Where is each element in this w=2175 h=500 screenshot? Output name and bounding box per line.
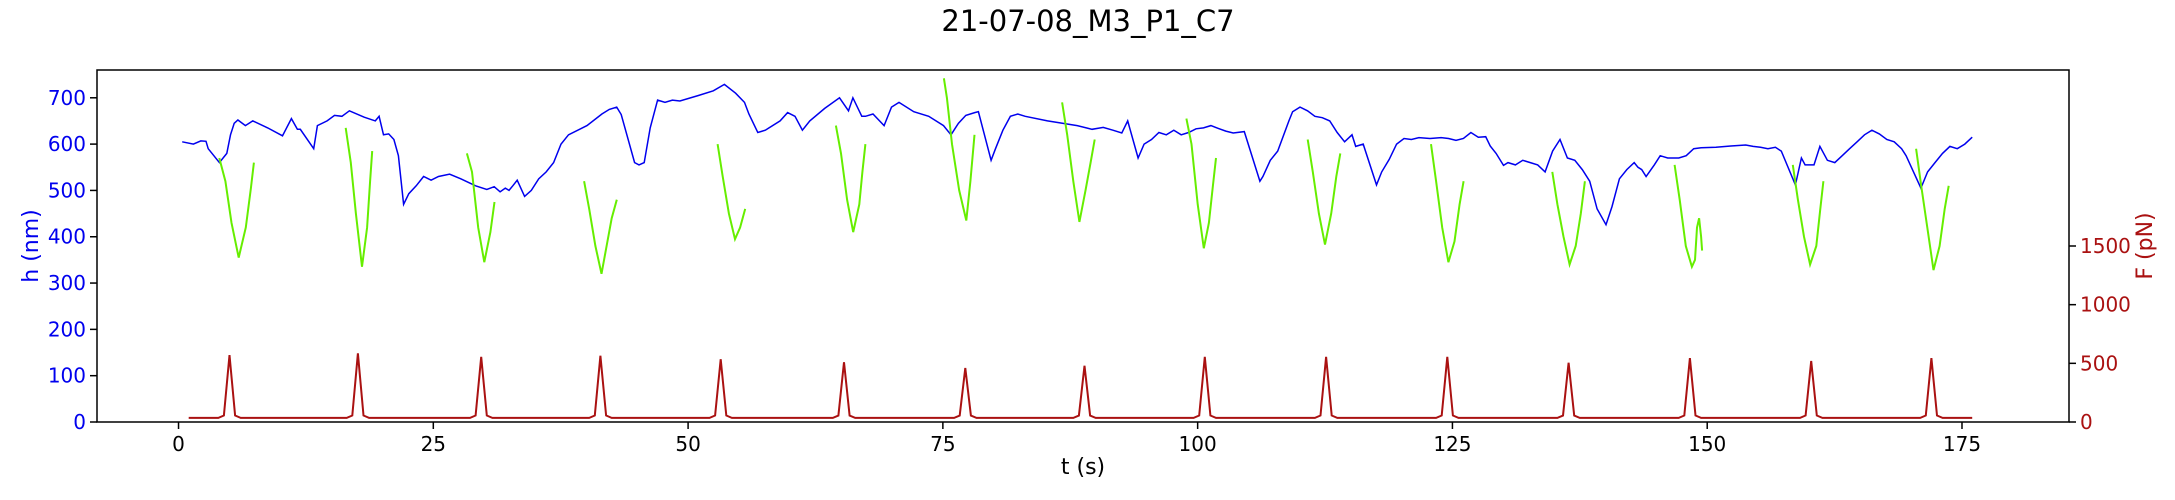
x-tick-label-25: 25	[421, 432, 446, 456]
compression-segment-3	[583, 181, 618, 275]
x-axis: 0 25 50 75 100 125 150 175	[172, 422, 1981, 456]
compression-segment-5	[834, 125, 867, 233]
chart-title: 21-07-08_M3_P1_C7	[941, 4, 1234, 38]
y-right-tick-label-1000: 1000	[2080, 293, 2131, 317]
compression-segment-14	[1915, 148, 1950, 271]
y-left-tick-label-0: 0	[73, 410, 86, 434]
x-tick-label-150: 150	[1688, 432, 1726, 456]
x-axis-label: t (s)	[1061, 455, 1105, 480]
x-tick-label-100: 100	[1179, 432, 1217, 456]
compression-segment-1	[344, 127, 374, 267]
y-left-tick-label-300: 300	[48, 271, 86, 295]
x-tick-label-75: 75	[930, 432, 955, 456]
y-left-tick-label-500: 500	[48, 178, 86, 202]
x-tick-label-125: 125	[1433, 432, 1471, 456]
compression-segment-12	[1673, 164, 1704, 270]
y-axis-right: 0 500 1000 1500	[2069, 234, 2131, 434]
y-axis-right-label: F (pN)	[2133, 212, 2158, 279]
force-series-line	[188, 353, 1973, 419]
compression-segment-6	[942, 78, 976, 221]
compression-segment-13	[1791, 164, 1825, 269]
x-tick-label-175: 175	[1943, 432, 1981, 456]
compression-segment-7	[1061, 102, 1096, 223]
y-axis-left-label: h (nm)	[19, 209, 44, 282]
y-left-tick-label-400: 400	[48, 225, 86, 249]
y-left-tick-label-200: 200	[48, 317, 86, 341]
compression-segment-0	[218, 157, 255, 258]
y-right-tick-label-0: 0	[2080, 410, 2093, 434]
y-axis-left: 0 100 200 300 400 500 600 700	[48, 86, 97, 434]
compression-segment-2	[465, 153, 496, 263]
y-left-tick-label-700: 700	[48, 86, 86, 110]
height-series-line	[182, 83, 1973, 227]
y-right-tick-label-1500: 1500	[2080, 234, 2131, 258]
compression-segment-11	[1551, 171, 1586, 269]
x-tick-label-50: 50	[675, 432, 700, 456]
y-left-tick-label-100: 100	[48, 364, 86, 388]
compression-segment-10	[1430, 143, 1465, 263]
plot-area	[182, 78, 1973, 419]
y-right-tick-label-500: 500	[2080, 351, 2118, 375]
y-left-tick-label-600: 600	[48, 132, 86, 156]
compression-segment-4	[716, 143, 747, 243]
compression-segment-8	[1185, 118, 1217, 249]
compression-segment-9	[1306, 139, 1342, 245]
x-tick-label-0: 0	[172, 432, 185, 456]
plot-frame	[96, 69, 2070, 423]
